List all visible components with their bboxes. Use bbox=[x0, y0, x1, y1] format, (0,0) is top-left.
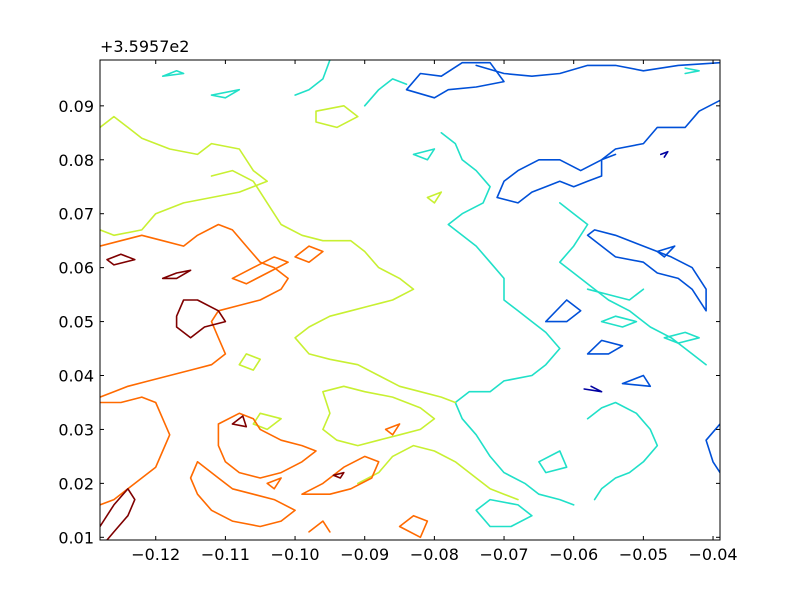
y-offset-label: +3.5957e2 bbox=[100, 37, 189, 56]
contour-line bbox=[332, 471, 345, 479]
x-tick-label: −0.08 bbox=[410, 545, 459, 564]
y-tick-label: 0.05 bbox=[58, 313, 94, 332]
axis-ticks: −0.12 −0.11 −0.10 −0.09 −0.08 −0.07 −0.06 −0.05… bbox=[58, 60, 738, 564]
contour-line bbox=[475, 61, 720, 77]
contour-level-1 bbox=[405, 61, 720, 474]
contour-line bbox=[586, 288, 645, 301]
x-tick-label: −0.07 bbox=[480, 545, 529, 564]
contour-line bbox=[322, 385, 436, 447]
contour-line bbox=[217, 412, 317, 479]
contour-line bbox=[189, 460, 296, 528]
x-tick-label: −0.12 bbox=[131, 545, 180, 564]
contour-line bbox=[475, 498, 533, 528]
contour-line bbox=[586, 229, 707, 312]
y-tick-label: 0.03 bbox=[58, 420, 94, 439]
contour-line bbox=[621, 374, 652, 388]
x-tick-label: −0.11 bbox=[201, 545, 250, 564]
y-tick-label: 0.01 bbox=[58, 528, 94, 547]
y-tick-label: 0.02 bbox=[58, 474, 94, 493]
contour-line bbox=[586, 339, 624, 355]
contour-line bbox=[538, 450, 568, 474]
contour-line bbox=[301, 455, 380, 496]
y-tick-label: 0.06 bbox=[58, 259, 94, 278]
contour-line bbox=[294, 60, 331, 96]
contour-line bbox=[600, 315, 638, 328]
contour-line bbox=[161, 269, 192, 280]
contour-line bbox=[356, 444, 519, 501]
contour-line bbox=[308, 520, 331, 533]
x-tick-label: −0.09 bbox=[340, 545, 389, 564]
contour-line bbox=[252, 412, 282, 431]
contour-line bbox=[161, 70, 185, 77]
contour-line bbox=[266, 477, 282, 490]
x-tick-label: −0.04 bbox=[689, 545, 738, 564]
contour-line bbox=[440, 132, 575, 506]
contour-line bbox=[210, 169, 457, 404]
contour-line bbox=[705, 423, 720, 474]
contour-line bbox=[315, 105, 359, 129]
contour-line bbox=[210, 88, 241, 99]
plot-area bbox=[100, 60, 720, 540]
contour-line bbox=[544, 299, 582, 323]
y-tick-label: 0.08 bbox=[58, 151, 94, 170]
contour-line bbox=[231, 256, 289, 285]
x-tick-label: −0.06 bbox=[549, 545, 598, 564]
contour-line bbox=[231, 415, 248, 428]
contour-line bbox=[659, 150, 669, 158]
contour-line bbox=[663, 331, 700, 344]
x-tick-label: −0.05 bbox=[619, 545, 668, 564]
plot-frame bbox=[99, 59, 721, 541]
contour-line bbox=[586, 401, 659, 501]
contour-level-5 bbox=[100, 253, 345, 540]
contour-line bbox=[496, 99, 720, 204]
contour-line bbox=[100, 223, 289, 398]
contour-line bbox=[294, 245, 324, 264]
contour-line bbox=[100, 115, 269, 237]
contour-line bbox=[384, 423, 401, 436]
contour-line bbox=[363, 78, 408, 107]
contour-line bbox=[558, 202, 707, 366]
contour-line bbox=[106, 253, 136, 266]
contour-level-2 bbox=[161, 60, 707, 528]
contour-level-3 bbox=[100, 105, 519, 501]
contour-line bbox=[412, 148, 436, 161]
x-tick-label: −0.10 bbox=[271, 545, 320, 564]
contour-line bbox=[100, 487, 136, 540]
contour-line bbox=[238, 353, 262, 371]
contour-line bbox=[583, 385, 603, 393]
contour-line bbox=[426, 191, 443, 204]
contour-line bbox=[398, 514, 429, 539]
contour-line bbox=[656, 245, 676, 258]
y-tick-label: 0.09 bbox=[58, 97, 94, 116]
contour-level-0 bbox=[583, 150, 669, 393]
contour-line bbox=[175, 299, 227, 339]
contour-line bbox=[684, 67, 700, 75]
y-tick-label: 0.07 bbox=[58, 205, 94, 224]
y-tick-label: 0.04 bbox=[58, 367, 94, 386]
